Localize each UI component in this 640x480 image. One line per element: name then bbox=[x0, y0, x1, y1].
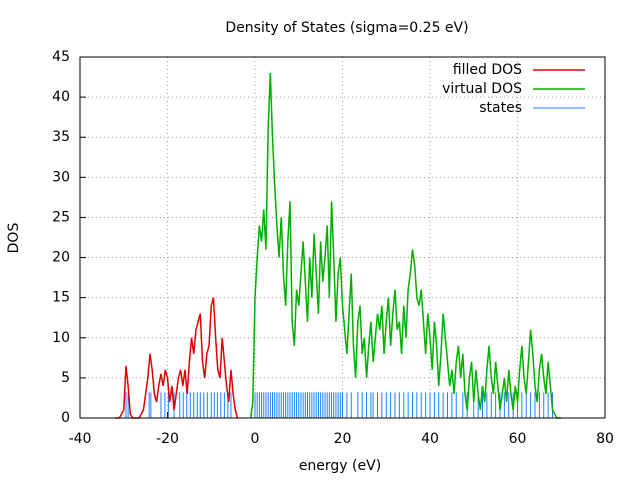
y-tick-label: 30 bbox=[52, 169, 70, 185]
y-tick-label: 40 bbox=[52, 89, 70, 105]
legend-label: filled DOS bbox=[453, 62, 522, 78]
y-tick-label: 35 bbox=[52, 129, 70, 145]
x-tick-label: 0 bbox=[251, 431, 260, 447]
x-tick-label: 60 bbox=[509, 431, 527, 447]
x-tick-label: -40 bbox=[69, 431, 92, 447]
legend-label: states bbox=[479, 100, 522, 116]
legend-label: virtual DOS bbox=[442, 81, 522, 97]
y-tick-label: 45 bbox=[52, 49, 70, 65]
y-tick-label: 15 bbox=[52, 290, 70, 306]
x-tick-label: 20 bbox=[334, 431, 352, 447]
x-tick-label: 80 bbox=[596, 431, 614, 447]
plot-border bbox=[79, 56, 606, 419]
y-axis-label: DOS bbox=[6, 223, 22, 254]
y-tick-label: 20 bbox=[52, 250, 70, 266]
dos-line bbox=[249, 73, 562, 419]
x-axis-label: energy (eV) bbox=[299, 458, 381, 474]
chart-title: Density of States (sigma=0.25 eV) bbox=[225, 20, 468, 36]
y-tick-label: 10 bbox=[52, 330, 70, 346]
y-tick-label: 0 bbox=[61, 410, 70, 426]
y-tick-label: 5 bbox=[61, 370, 70, 386]
y-tick-label: 25 bbox=[52, 209, 70, 225]
x-tick-label: 40 bbox=[421, 431, 439, 447]
x-tick-label: -20 bbox=[156, 431, 179, 447]
